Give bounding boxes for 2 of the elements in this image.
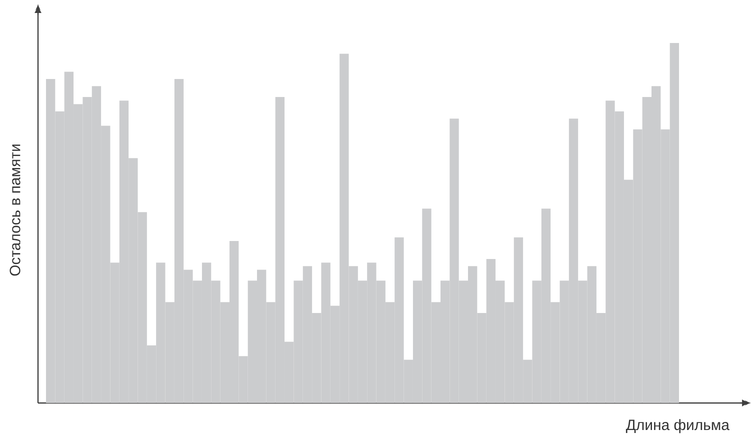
x-axis-title: Длина фильма <box>626 419 730 434</box>
y-axis-title: Осталось в памяти <box>10 144 20 276</box>
